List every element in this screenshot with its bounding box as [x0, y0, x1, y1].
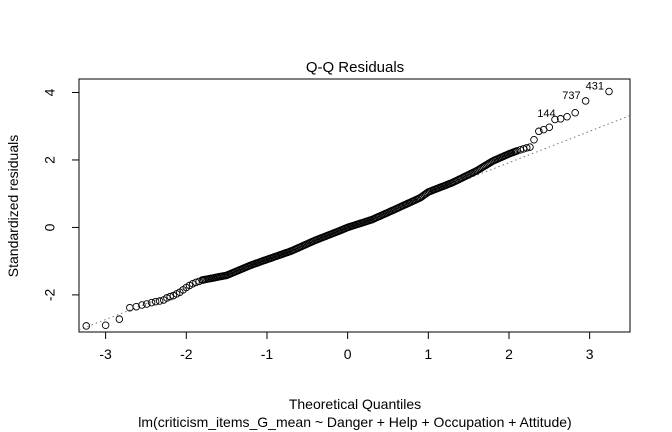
data-points-layer — [82, 87, 613, 330]
data-point — [155, 297, 164, 305]
point-label: 737 — [562, 90, 580, 102]
x-tick-label: -2 — [180, 346, 193, 362]
data-point — [526, 143, 534, 151]
data-point — [115, 315, 124, 323]
y-tick-label: 0 — [42, 223, 58, 231]
x-axis-sublabel: lm(criticism_items_G_mean ~ Danger + Hel… — [138, 414, 571, 430]
y-tick-label: -2 — [42, 288, 58, 301]
point-label: 144 — [537, 108, 555, 120]
y-axis: -2 0 2 4 — [42, 88, 80, 301]
data-point — [535, 127, 543, 136]
data-point — [563, 113, 571, 121]
y-tick-label: 2 — [42, 156, 58, 164]
data-point — [163, 294, 171, 302]
data-point — [151, 297, 160, 306]
data-point — [101, 321, 110, 330]
point-label: 431 — [586, 81, 604, 93]
data-point — [522, 144, 531, 152]
data-point — [581, 97, 590, 105]
x-tick-label: 2 — [505, 346, 513, 362]
data-point — [188, 280, 197, 288]
x-tick-label: 0 — [344, 346, 352, 362]
data-point — [147, 298, 156, 307]
x-axis-label: Theoretical Quantiles — [289, 396, 421, 412]
data-point — [82, 322, 91, 330]
data-point — [551, 115, 559, 124]
data-point — [530, 135, 538, 144]
data-point — [545, 123, 554, 131]
data-point — [166, 292, 174, 301]
data-point — [138, 301, 146, 309]
y-tick-label: 4 — [42, 88, 58, 96]
x-tick-label: 1 — [424, 346, 432, 362]
data-point — [605, 87, 613, 96]
x-tick-label: -1 — [261, 346, 274, 362]
data-point — [132, 302, 141, 311]
point-labels-layer: 144 737 431 — [537, 81, 604, 120]
x-tick-label: 3 — [586, 346, 594, 362]
data-point — [516, 146, 525, 154]
data-point — [571, 108, 579, 117]
y-axis-label: Standardized residuals — [5, 135, 21, 277]
x-tick-label: -3 — [99, 346, 112, 362]
x-axis: -3 -2 -1 0 1 2 3 — [99, 331, 594, 362]
data-point — [192, 278, 200, 287]
data-point — [143, 300, 151, 308]
chart-title: Q-Q Residuals — [306, 59, 404, 76]
